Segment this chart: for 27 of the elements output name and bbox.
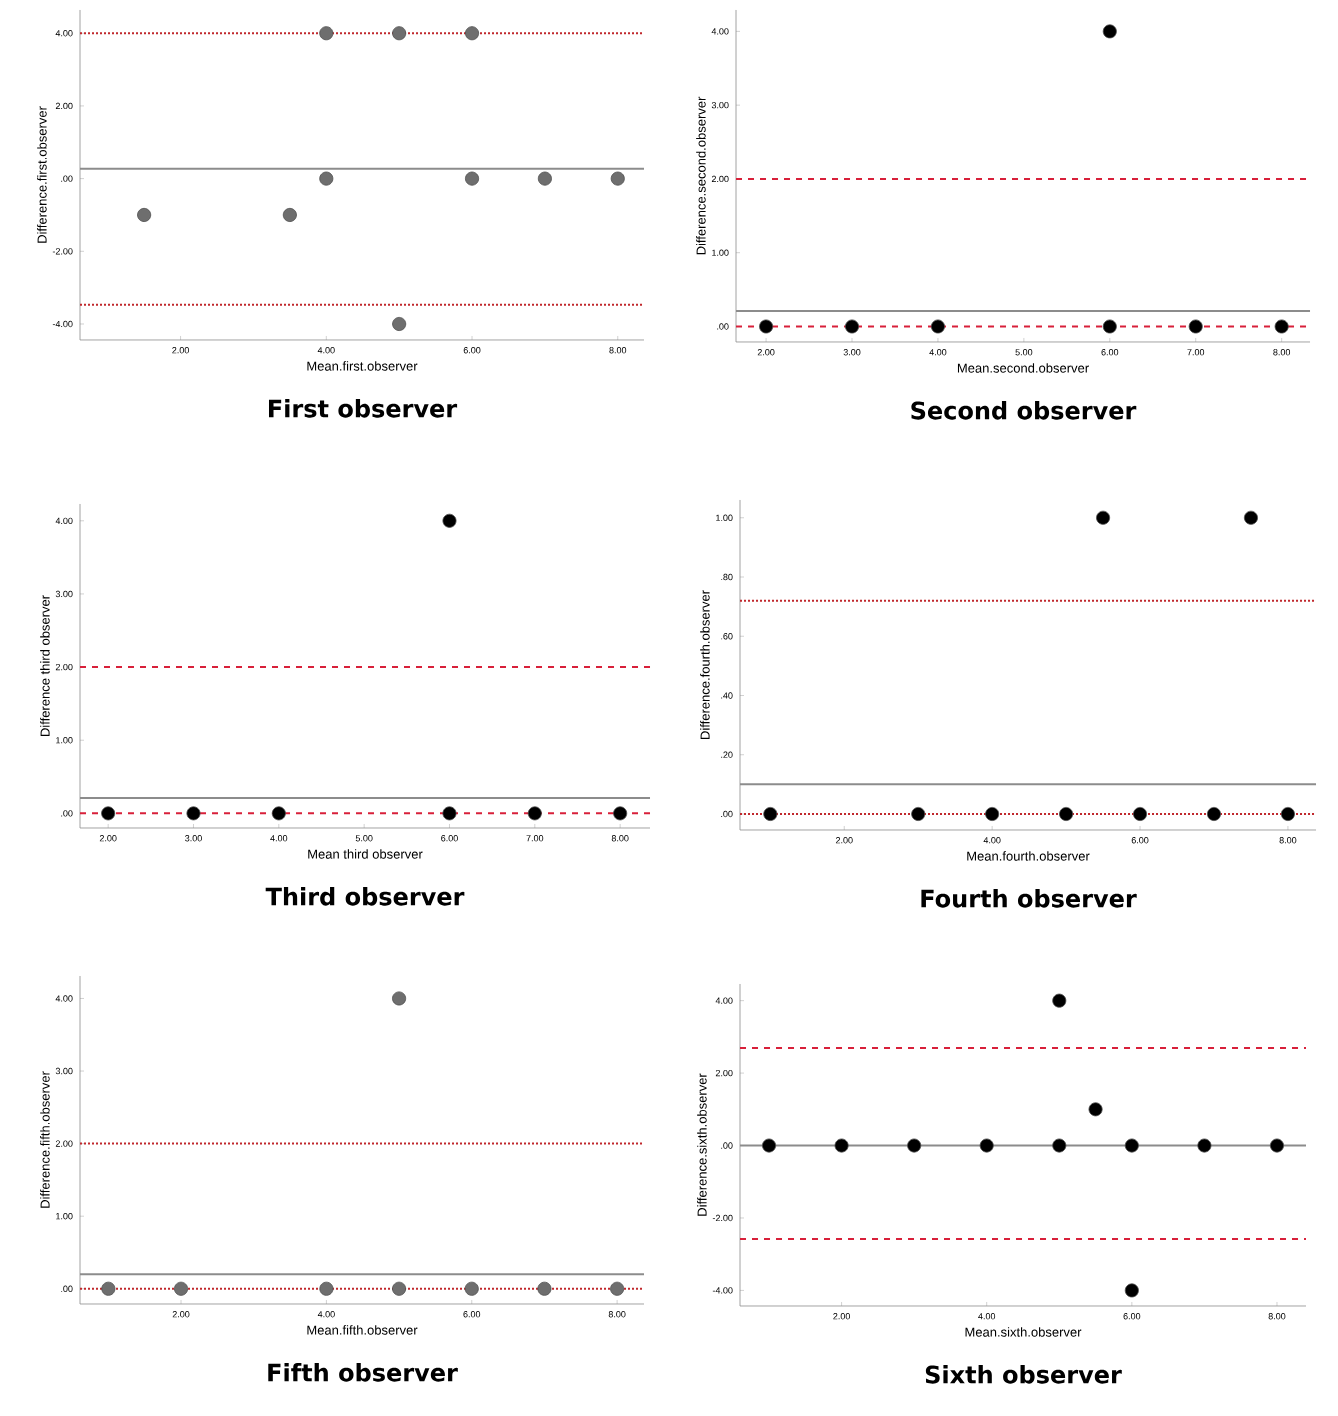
text: Second observer — [911, 401, 1137, 420]
point — [762, 1138, 777, 1153]
point — [1052, 993, 1067, 1008]
point — [319, 171, 334, 186]
point — [1088, 1102, 1103, 1117]
point — [1052, 1138, 1067, 1153]
point — [610, 171, 625, 186]
point — [282, 207, 297, 222]
point — [979, 1138, 994, 1153]
point — [465, 171, 480, 186]
point — [1124, 1138, 1139, 1153]
point — [392, 26, 407, 41]
point — [537, 171, 552, 186]
point — [1124, 1283, 1139, 1298]
point — [1269, 1138, 1284, 1153]
text: Fourth observer — [921, 889, 1137, 908]
text: Sixth observer — [925, 1365, 1122, 1384]
text: Third observer — [265, 887, 465, 906]
point — [465, 26, 480, 41]
point — [907, 1138, 922, 1153]
text: First observer — [269, 399, 458, 418]
point — [319, 26, 334, 41]
point — [137, 207, 152, 222]
point — [1197, 1138, 1212, 1153]
point — [834, 1138, 849, 1153]
point — [392, 316, 407, 331]
text: Fifth observer — [268, 1363, 458, 1382]
